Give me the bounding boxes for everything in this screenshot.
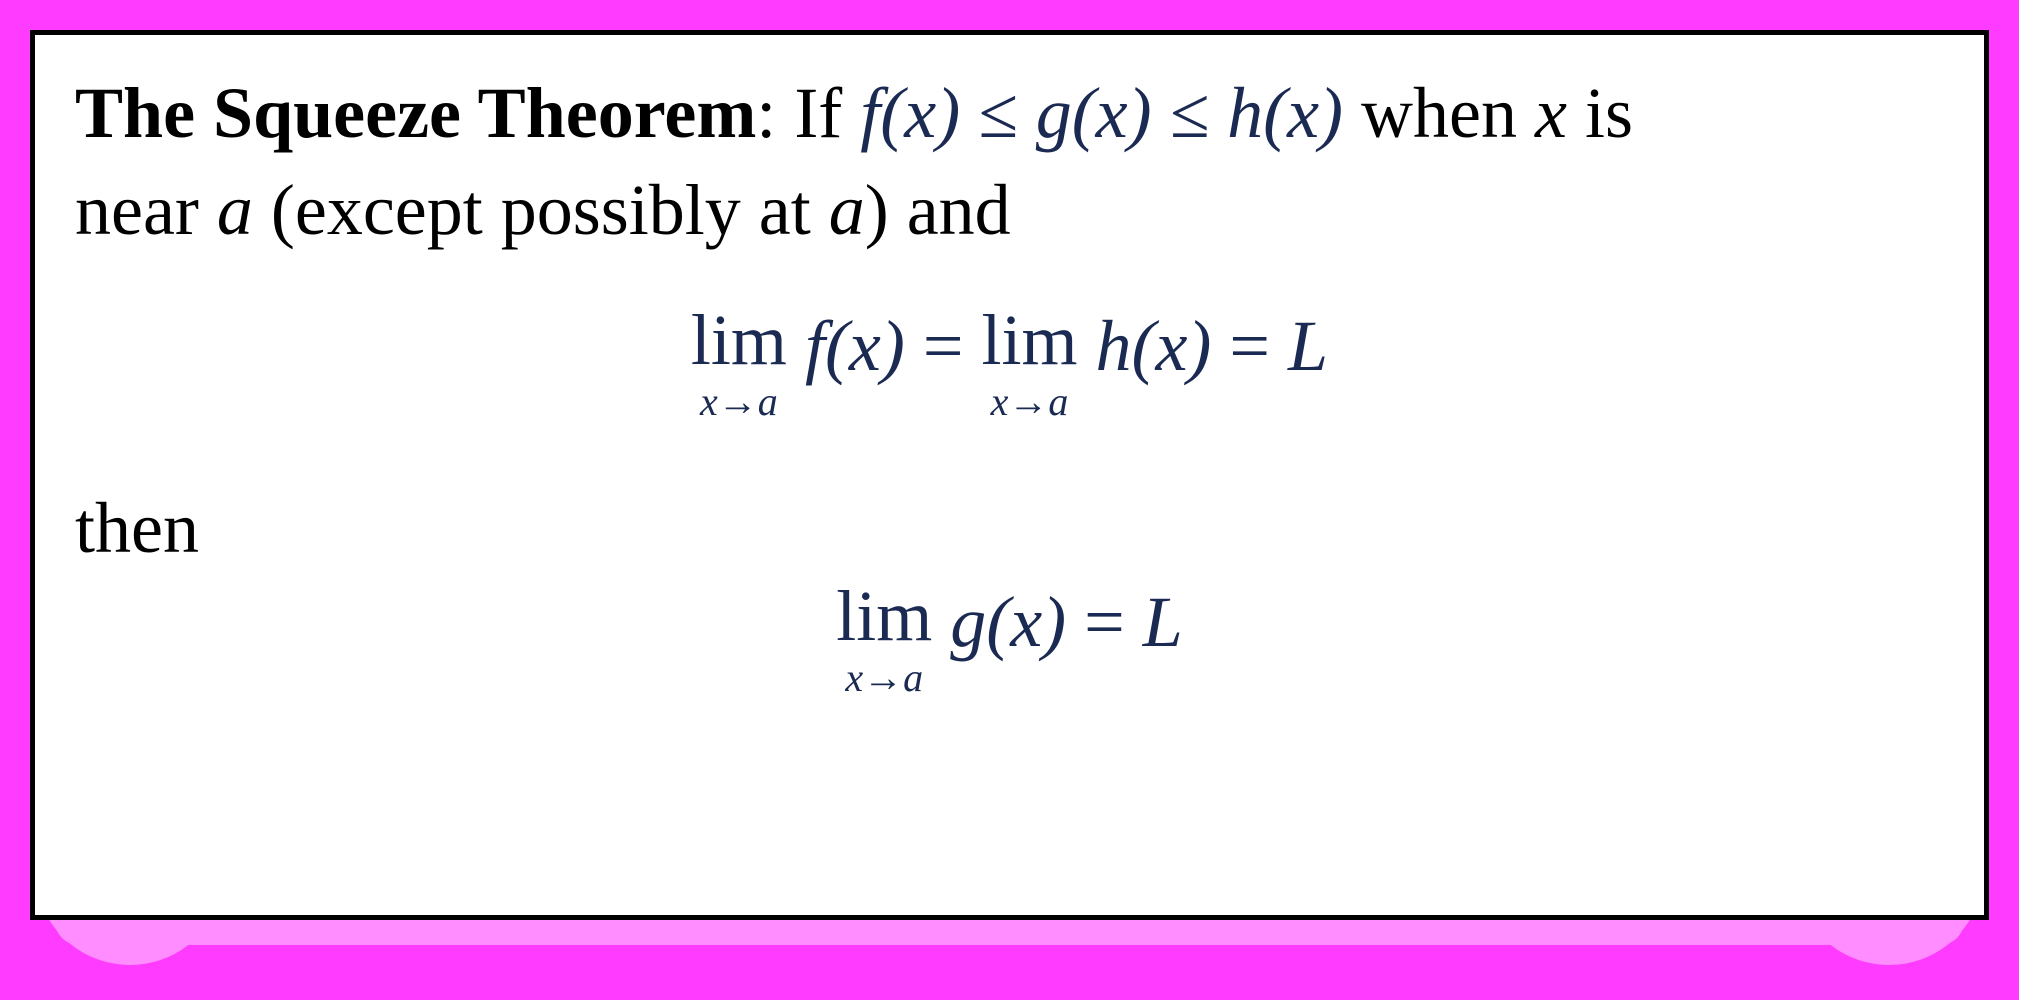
var-x: x bbox=[1535, 73, 1567, 153]
lim-block: lim x→a bbox=[691, 304, 787, 422]
lim-sub: x→a bbox=[991, 382, 1069, 422]
except-text: (except possibly at bbox=[253, 170, 829, 250]
eq1-L: L bbox=[1288, 304, 1328, 382]
eq2-L: L bbox=[1143, 580, 1183, 658]
lim-block: lim x→a bbox=[836, 580, 932, 698]
theorem-box: The Squeeze Theorem: If f(x) ≤ g(x) ≤ h(… bbox=[30, 30, 1989, 920]
is-text: is bbox=[1567, 73, 1633, 153]
eq2-gx: g(x) bbox=[950, 580, 1066, 658]
eq1-hx: h(x) bbox=[1095, 304, 1211, 382]
lim-block: lim x→a bbox=[981, 304, 1077, 422]
if-text: If bbox=[794, 73, 860, 153]
when-text: when bbox=[1343, 73, 1535, 153]
equation-2: lim x→a g(x) = L bbox=[75, 580, 1944, 698]
slide-frame: The Squeeze Theorem: If f(x) ≤ g(x) ≤ h(… bbox=[0, 0, 2019, 1000]
theorem-title: The Squeeze Theorem bbox=[75, 73, 756, 153]
lim-label: lim bbox=[981, 304, 1077, 376]
equals-2: = bbox=[1229, 304, 1270, 382]
lim-label: lim bbox=[836, 580, 932, 652]
theorem-statement-line1: The Squeeze Theorem: If f(x) ≤ g(x) ≤ h(… bbox=[75, 65, 1944, 162]
equals-3: = bbox=[1084, 580, 1125, 658]
and-text: ) and bbox=[865, 170, 1011, 250]
then-text: then bbox=[75, 487, 1944, 570]
var-a: a bbox=[217, 170, 253, 250]
near-text: near bbox=[75, 170, 217, 250]
var-a-2: a bbox=[829, 170, 865, 250]
lim-sub: x→a bbox=[845, 658, 923, 698]
colon: : bbox=[756, 73, 794, 153]
lim-sub: x→a bbox=[700, 382, 778, 422]
theorem-statement-line2: near a (except possibly at a) and bbox=[75, 162, 1944, 259]
lim-label: lim bbox=[691, 304, 787, 376]
eq1-fx: f(x) bbox=[805, 304, 905, 382]
equals-1: = bbox=[923, 304, 964, 382]
inequality-math: f(x) ≤ g(x) ≤ h(x) bbox=[860, 73, 1343, 153]
equation-1: lim x→a f(x) = lim x→a h(x) = L bbox=[75, 304, 1944, 422]
